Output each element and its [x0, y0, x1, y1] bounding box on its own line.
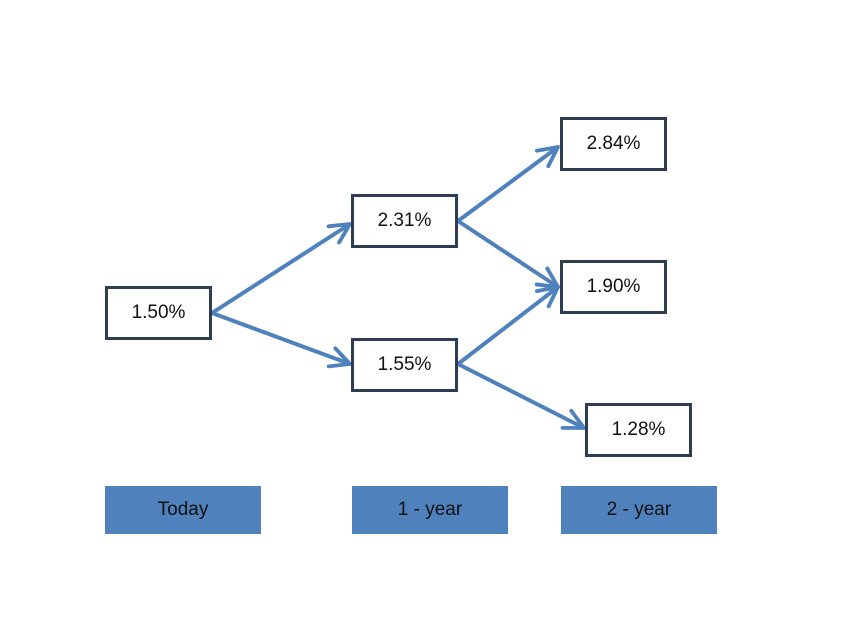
node-year2-down: 1.28% — [585, 403, 692, 457]
node-today: 1.50% — [105, 286, 212, 340]
arrow-today-to-year1-down — [211, 311, 352, 369]
arrow-today-to-year1-up — [210, 222, 352, 315]
period-label-today: Today — [105, 486, 261, 534]
node-year1-down: 1.55% — [351, 338, 458, 392]
period-label-year2: 2 - year — [561, 486, 717, 534]
arrow-year1-up-to-year2-up — [456, 145, 560, 223]
period-label-year1: 1 - year — [352, 486, 508, 534]
arrow-year1-down-to-year2-mid — [456, 285, 560, 366]
node-year2-up: 2.84% — [560, 117, 667, 171]
node-year2-mid: 1.90% — [560, 260, 667, 314]
node-year1-up: 2.31% — [351, 194, 458, 248]
arrow-year1-up-to-year2-mid — [456, 219, 560, 289]
arrow-year1-down-to-year2-down — [457, 362, 586, 430]
